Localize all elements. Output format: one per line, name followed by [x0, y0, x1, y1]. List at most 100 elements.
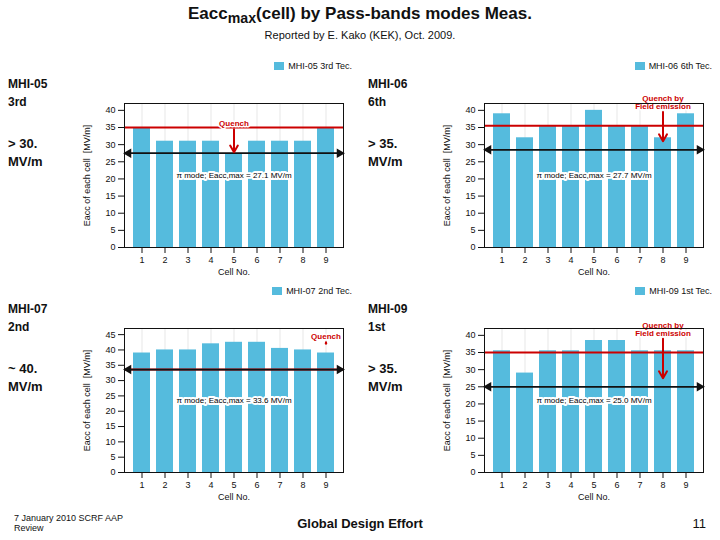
- svg-text:5: 5: [110, 225, 115, 235]
- html-text:> 30.: > 30.: [8, 136, 38, 151]
- svg-text:5: 5: [470, 450, 475, 460]
- html-text:Global Design Effort: Global Design Effort: [297, 515, 423, 531]
- svg-text:6: 6: [254, 480, 259, 490]
- svg-text:Cell No.: Cell No.: [218, 492, 250, 502]
- svg-text:30: 30: [105, 140, 115, 150]
- svg-text:1: 1: [499, 255, 504, 265]
- svg-text:15: 15: [465, 416, 475, 426]
- svg-text:4: 4: [208, 255, 213, 265]
- svg-text:9: 9: [323, 480, 328, 490]
- svg-text:Quench: Quench: [311, 332, 341, 341]
- svg-text:1: 1: [139, 480, 144, 490]
- svg-text:6: 6: [614, 480, 619, 490]
- svg-text:Eacc of each cell [MV/m]: Eacc of each cell [MV/m]: [442, 125, 452, 227]
- svg-text:1: 1: [499, 480, 504, 490]
- svg-text:π mode; Eacc,max = 27.1 MV/m: π mode; Eacc,max = 27.1 MV/m: [176, 171, 291, 180]
- svg-text:3: 3: [185, 255, 190, 265]
- svg-text:Eacc of each cell [MV/m]: Eacc of each cell [MV/m]: [82, 350, 92, 452]
- svg-text:8: 8: [660, 255, 665, 265]
- svg-text:Cell No.: Cell No.: [218, 267, 250, 277]
- svg-text:30: 30: [465, 140, 475, 150]
- svg-text:15: 15: [105, 191, 115, 201]
- html-text:Eaccmax(cell) by Pass-bands mo: Eaccmax(cell) by Pass-bands modes Meas.: [188, 4, 532, 27]
- svg-text:3: 3: [185, 480, 190, 490]
- svg-text:Quench: Quench: [219, 119, 249, 128]
- svg-text:2: 2: [522, 255, 527, 265]
- svg-text:5: 5: [591, 480, 596, 490]
- svg-text:8: 8: [300, 255, 305, 265]
- html-text:MV/m: MV/m: [8, 154, 43, 169]
- svg-text:25: 25: [465, 382, 475, 392]
- svg-text:15: 15: [465, 191, 475, 201]
- svg-text:40: 40: [465, 330, 475, 340]
- svg-text:7: 7: [277, 480, 282, 490]
- svg-text:20: 20: [465, 399, 475, 409]
- svg-text:0: 0: [110, 467, 115, 477]
- svg-text:5: 5: [110, 452, 115, 462]
- svg-text:7: 7: [277, 255, 282, 265]
- svg-text:Quench byField emission: Quench byField emission: [635, 321, 691, 338]
- svg-text:π mode; Eacc,max = 25.0 MV/m: π mode; Eacc,max = 25.0 MV/m: [536, 396, 651, 405]
- svg-text:20: 20: [465, 174, 475, 184]
- svg-text:9: 9: [323, 255, 328, 265]
- html-text:MV/m: MV/m: [368, 154, 403, 169]
- svg-text:2: 2: [522, 480, 527, 490]
- svg-text:7: 7: [637, 255, 642, 265]
- svg-text:35: 35: [465, 122, 475, 132]
- svg-text:25: 25: [105, 391, 115, 401]
- svg-text:5: 5: [470, 225, 475, 235]
- html-text:MV/m: MV/m: [368, 379, 403, 394]
- svg-text:Cell No.: Cell No.: [578, 492, 610, 502]
- svg-text:4: 4: [568, 480, 573, 490]
- svg-text:35: 35: [105, 122, 115, 132]
- svg-text:10: 10: [105, 437, 115, 447]
- svg-text:3: 3: [545, 480, 550, 490]
- svg-text:4: 4: [568, 255, 573, 265]
- svg-text:10: 10: [465, 433, 475, 443]
- svg-text:35: 35: [465, 347, 475, 357]
- svg-text:20: 20: [105, 174, 115, 184]
- svg-text:9: 9: [683, 255, 688, 265]
- svg-text:7: 7: [637, 480, 642, 490]
- svg-text:π mode; Eacc,max = 27.7 MV/m: π mode; Eacc,max = 27.7 MV/m: [536, 171, 651, 180]
- svg-text:40: 40: [465, 105, 475, 115]
- svg-text:40: 40: [105, 105, 115, 115]
- svg-text:π mode; Eacc,max = 33.6 MV/m: π mode; Eacc,max = 33.6 MV/m: [176, 396, 291, 405]
- html-text:MV/m: MV/m: [8, 379, 43, 394]
- svg-text:8: 8: [300, 480, 305, 490]
- svg-text:35: 35: [105, 360, 115, 370]
- svg-text:6: 6: [254, 255, 259, 265]
- svg-text:10: 10: [105, 208, 115, 218]
- svg-text:25: 25: [105, 157, 115, 167]
- svg-text:20: 20: [105, 406, 115, 416]
- svg-text:Eacc of each cell [MV/m]: Eacc of each cell [MV/m]: [442, 350, 452, 452]
- svg-text:2: 2: [162, 255, 167, 265]
- svg-text:8: 8: [660, 480, 665, 490]
- svg-text:25: 25: [465, 157, 475, 167]
- svg-text:30: 30: [465, 365, 475, 375]
- svg-text:3: 3: [545, 255, 550, 265]
- svg-text:0: 0: [470, 242, 475, 252]
- svg-text:4: 4: [208, 480, 213, 490]
- html-text:7 January 2010 SCRF AAP Review: 7 January 2010 SCRF AAP Review: [14, 513, 124, 533]
- svg-text:Eacc of each cell [MV/m]: Eacc of each cell [MV/m]: [82, 125, 92, 227]
- svg-text:Quench byField emission: Quench byField emission: [635, 94, 691, 111]
- svg-text:40: 40: [105, 345, 115, 355]
- html-text:> 35.: > 35.: [368, 136, 398, 151]
- svg-text:15: 15: [105, 421, 115, 431]
- svg-text:9: 9: [683, 480, 688, 490]
- svg-text:30: 30: [105, 375, 115, 385]
- svg-text:5: 5: [231, 255, 236, 265]
- svg-text:0: 0: [470, 467, 475, 477]
- svg-text:1: 1: [139, 255, 144, 265]
- svg-text:2: 2: [162, 480, 167, 490]
- html-text:> 35.: > 35.: [368, 361, 398, 376]
- svg-text:5: 5: [231, 480, 236, 490]
- svg-text:6: 6: [614, 255, 619, 265]
- svg-text:Cell No.: Cell No.: [578, 267, 610, 277]
- svg-text:10: 10: [465, 208, 475, 218]
- svg-text:45: 45: [105, 330, 115, 340]
- html-text:~ 40.: ~ 40.: [8, 361, 38, 376]
- svg-text:0: 0: [110, 242, 115, 252]
- svg-text:5: 5: [591, 255, 596, 265]
